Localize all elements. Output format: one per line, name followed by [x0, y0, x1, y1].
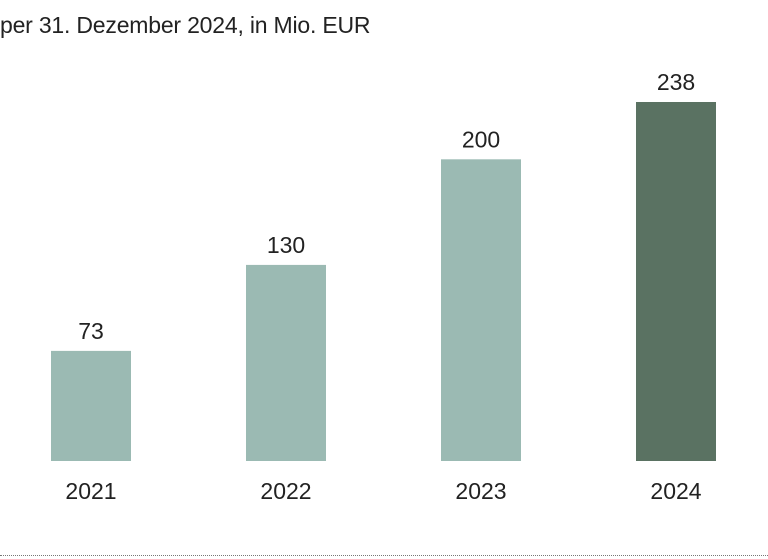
category-label-2024: 2024 [650, 478, 701, 504]
bar-2021 [51, 350, 131, 461]
bar-2023 [441, 159, 521, 461]
bottom-divider [0, 555, 768, 556]
value-label-2022: 130 [267, 232, 305, 258]
category-label-2023: 2023 [455, 478, 506, 504]
value-label-2024: 238 [657, 69, 695, 95]
value-label-2021: 73 [78, 318, 104, 344]
category-label-2022: 2022 [260, 478, 311, 504]
bar-2022 [246, 264, 326, 461]
bar-2024 [636, 102, 716, 461]
chart-subtitle: per 31. Dezember 2024, in Mio. EUR [0, 12, 371, 38]
value-label-2023: 200 [462, 126, 500, 152]
category-label-2021: 2021 [65, 478, 116, 504]
